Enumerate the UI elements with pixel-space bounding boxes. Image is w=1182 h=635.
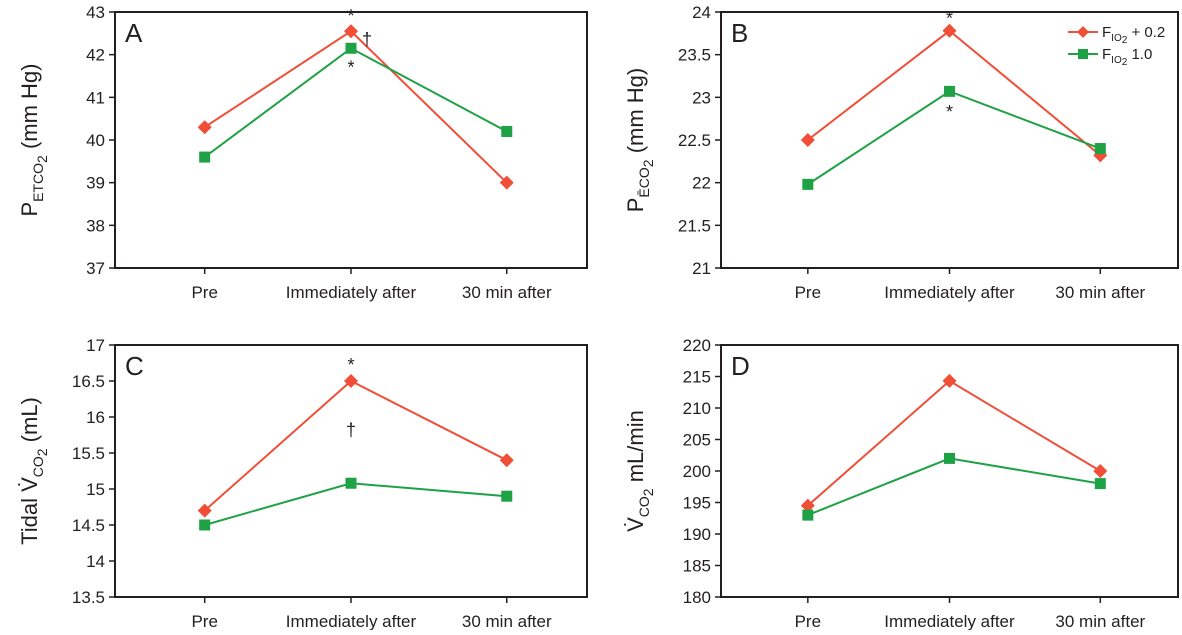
y-axis-label: Tidal V̇CO2 (mL) — [17, 397, 50, 545]
significance-mark: * — [347, 57, 354, 77]
panel-letter: D — [731, 351, 750, 381]
panel-c: 13.5 14 14.5 15 15.5 16 16.5 17 Pre Immediately a… — [17, 336, 588, 631]
significance-mark: * — [946, 8, 953, 28]
significance-mark: * — [946, 102, 953, 122]
panel-letter: C — [125, 351, 144, 381]
x-tick-label: Pre — [191, 612, 217, 630]
y-tick-label: 21.5 — [678, 216, 711, 235]
y-tick-label: 180 — [683, 588, 711, 607]
y-tick-label: 16 — [86, 408, 105, 427]
data-point-square — [1094, 478, 1106, 490]
x-tick-label: Pre — [795, 612, 821, 630]
y-tick-label: 14.5 — [72, 516, 105, 535]
x-tick-label: Immediately after — [884, 283, 1015, 302]
y-tick-label: 15 — [86, 480, 105, 499]
y-tick-label: 22 — [692, 174, 711, 193]
series-line-1 — [204, 379, 508, 512]
x-tick-label: 30 min after — [1055, 612, 1145, 630]
y-axis-label: V̇CO2 mL/min — [623, 410, 656, 532]
y-tick-label: 195 — [683, 494, 711, 513]
panel-letter: B — [731, 18, 748, 48]
y-tick-label: 41 — [86, 88, 105, 107]
panel-a: 37 38 39 40 41 42 43 Pre Immediately after 30 min… — [17, 3, 588, 302]
significance-mark: † — [346, 420, 356, 440]
x-tick-label: 30 min after — [1055, 283, 1145, 302]
y-tick-label: 43 — [86, 3, 105, 22]
y-tick-label: 38 — [86, 216, 105, 235]
y-tick-label: 37 — [86, 259, 105, 278]
data-point-diamond — [800, 498, 815, 513]
legend-marker-diamond — [1077, 26, 1089, 38]
y-tick-label: 23 — [692, 88, 711, 107]
y-tick-label: 16.5 — [72, 372, 105, 391]
y-tick-label: 23.5 — [678, 46, 711, 65]
data-point-square — [1094, 143, 1106, 155]
y-axis-label: PETCO2 (mm Hg) — [17, 63, 50, 216]
data-point-square — [345, 42, 357, 54]
y-tick-label: 205 — [683, 431, 711, 450]
y-tick-label: 215 — [683, 368, 711, 387]
data-point-square — [944, 452, 955, 464]
series-line-1 — [807, 379, 1101, 507]
data-point-square — [501, 490, 513, 502]
x-tick-label: Immediately after — [884, 612, 1015, 630]
x-tick-label: 30 min after — [462, 612, 552, 630]
panel-letter: A — [125, 18, 143, 48]
data-point-diamond — [344, 24, 358, 39]
x-tick-label: Immediately after — [286, 283, 417, 302]
legend-label: FIO2 + 0.2 — [1102, 24, 1165, 46]
data-point-diamond — [1093, 464, 1108, 478]
y-tick-label: 220 — [683, 336, 711, 355]
panel-b: 21 21.5 22 22.5 23 23.5 24 Pre Immediately after… — [623, 3, 1179, 302]
x-tick-label: Immediately after — [286, 612, 417, 630]
x-tick-label: 30 min after — [462, 283, 552, 302]
y-tick-label: 200 — [683, 462, 711, 481]
y-tick-label: 39 — [86, 174, 105, 193]
panel-d: 180 185 190 195 200 205 210 215 220 Pre Immediatel… — [623, 336, 1179, 631]
y-tick-label: 190 — [683, 525, 711, 544]
series-line-2 — [204, 47, 508, 158]
data-point-diamond — [499, 175, 514, 190]
y-tick-label: 22.5 — [678, 131, 711, 150]
data-point-diamond — [800, 133, 815, 147]
y-tick-label: 13.5 — [72, 588, 105, 607]
x-tick-label: Pre — [795, 283, 821, 302]
y-tick-label: 40 — [86, 131, 105, 150]
series-line-2 — [204, 482, 507, 526]
data-point-diamond — [499, 453, 514, 468]
data-point-diamond — [197, 120, 212, 135]
data-point-square — [944, 85, 955, 97]
x-tick-label: Pre — [191, 283, 217, 302]
data-point-diamond — [344, 374, 358, 388]
y-tick-label: 185 — [683, 557, 711, 576]
data-point-square — [501, 125, 513, 137]
legend-marker-square — [1078, 49, 1088, 59]
data-point-diamond — [942, 23, 957, 38]
y-tick-label: 21 — [692, 259, 711, 278]
legend-label: FIO2 1.0 — [1102, 46, 1152, 68]
data-point-diamond — [197, 503, 212, 518]
data-point-square — [802, 509, 814, 521]
y-tick-label: 17 — [86, 336, 105, 355]
significance-mark: † — [362, 30, 372, 50]
y-tick-label: 210 — [683, 399, 711, 418]
data-point-square — [802, 178, 814, 190]
y-tick-label: 24 — [692, 3, 711, 22]
data-point-square — [345, 477, 357, 489]
data-point-square — [199, 519, 211, 531]
significance-mark: * — [347, 6, 354, 26]
significance-mark: * — [347, 355, 354, 375]
data-point-diamond — [942, 373, 957, 388]
data-point-square — [199, 151, 211, 163]
y-tick-label: 42 — [86, 46, 105, 65]
y-tick-label: 14 — [86, 552, 105, 571]
y-tick-label: 15.5 — [72, 444, 105, 463]
y-axis-label: PĒCO2 (mm Hg) — [623, 68, 656, 212]
